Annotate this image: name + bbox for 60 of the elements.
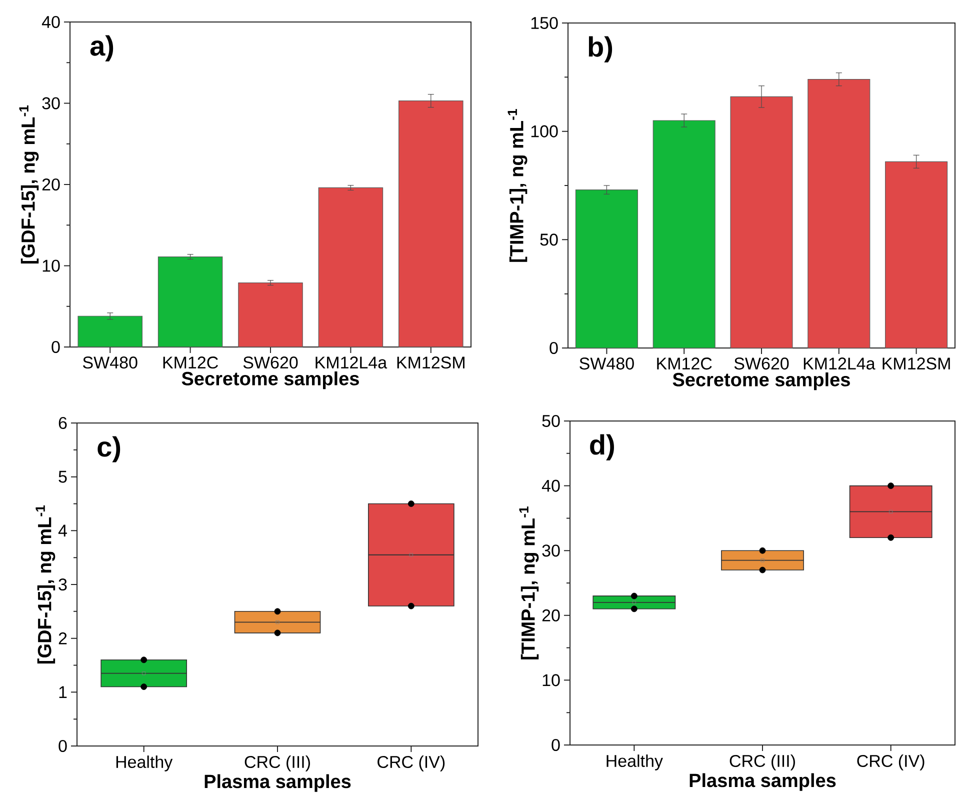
y-tick-label: 0 (550, 342, 558, 354)
bar (78, 316, 142, 348)
annotation: b) (588, 36, 612, 62)
x-axis-title: Plasma samples (204, 774, 351, 792)
y-tick-label: 50 (542, 414, 560, 428)
x-tick-label: KM12L4a (316, 356, 388, 369)
y-axis-title: [TIMP-1], ng mL$^{-1}$ (519, 506, 539, 660)
y-tick-label: 30 (542, 544, 560, 557)
bar (808, 79, 870, 348)
x-tick-label: SW480 (83, 356, 138, 369)
x-tick-label: CRC (III) (730, 754, 795, 770)
x-tick-label: KM12SM (882, 358, 950, 370)
y-tick-label: 50 (540, 234, 558, 246)
bar (158, 256, 223, 348)
x-tick-label: CRC (IV) (857, 754, 924, 770)
y-tick-label: 0 (58, 740, 67, 752)
x-tick-label: KM12L4a (804, 358, 876, 370)
x-tick-label: CRC (IV) (378, 756, 445, 772)
y-tick-label: 30 (42, 97, 60, 110)
x-axis-title: Secretome samples (182, 371, 359, 390)
x-tick-label: KM12SM (397, 356, 464, 369)
y-tick-label: 150 (531, 16, 558, 30)
x-tick-label: CRC (III) (244, 756, 310, 772)
x-tick-label: KM12C (163, 356, 218, 369)
x-tick-label: Healthy (606, 754, 663, 770)
annotation: d) (590, 434, 614, 460)
y-tick-label: 6 (58, 416, 67, 430)
bar (652, 120, 716, 348)
y-tick-label: 1 (59, 686, 67, 698)
bar (575, 190, 638, 348)
y-tick-label: 3 (58, 578, 67, 591)
y-axis-title: [GDF-15], ng mL$^{-1}$ (36, 505, 56, 664)
bar (318, 187, 384, 348)
bar (238, 282, 303, 348)
x-tick-label: Healthy (116, 756, 173, 772)
y-tick-label: 5 (58, 470, 67, 483)
y-tick-label: 4 (58, 524, 67, 537)
y-tick-label: 0 (52, 340, 60, 354)
y-tick-label: 40 (542, 480, 560, 492)
x-tick-label: SW620 (734, 358, 789, 370)
y-axis-title: [GDF-15], ng mL$^{-1}$ (19, 105, 39, 264)
bar (730, 96, 793, 348)
y-tick-label: 10 (42, 260, 60, 272)
x-axis-title: Plasma samples (690, 773, 836, 791)
x-axis-title: Secretome samples (672, 372, 850, 390)
annotation: c) (98, 436, 120, 462)
x-tick-label: SW620 (243, 356, 298, 369)
y-tick-label: 0 (552, 738, 560, 752)
x-tick-label: SW480 (580, 358, 634, 370)
bar (885, 161, 948, 348)
y-tick-label: 10 (542, 674, 560, 686)
bar (398, 100, 464, 348)
annotation: a) (90, 35, 114, 62)
x-tick-label: KM12C (657, 358, 712, 370)
y-tick-label: 100 (531, 125, 558, 138)
y-tick-label: 20 (542, 609, 560, 622)
y-axis-title: [TIMP-1], ng mL$^{-1}$ (508, 108, 528, 262)
y-tick-label: 2 (58, 632, 67, 644)
y-tick-label: 20 (42, 178, 60, 191)
y-tick-label: 40 (42, 16, 60, 28)
